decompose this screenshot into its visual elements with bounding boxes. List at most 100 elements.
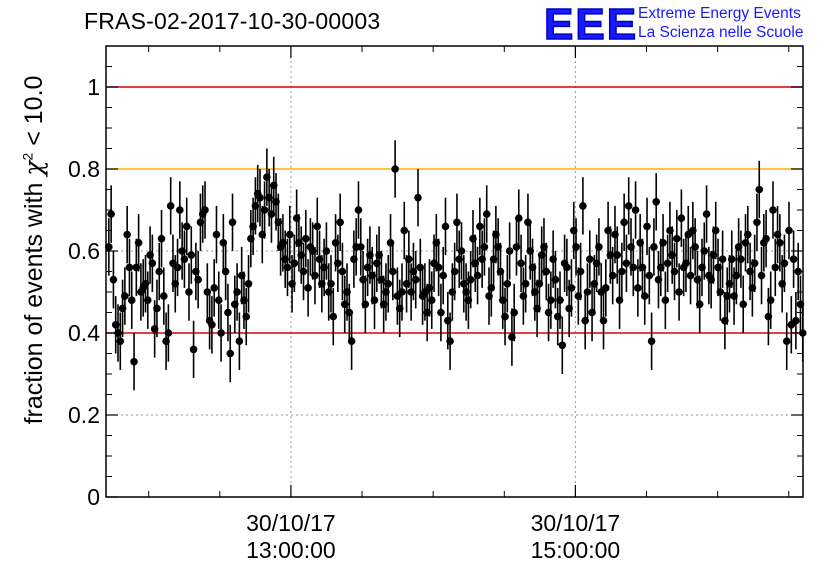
data-point: [640, 267, 649, 325]
point-marker: [739, 300, 748, 309]
data-point: [457, 222, 466, 280]
point-marker: [327, 280, 335, 288]
point-marker: [542, 267, 551, 276]
point-marker: [466, 275, 475, 284]
data-point: [313, 197, 322, 256]
y-tick-label: 0.2: [68, 402, 100, 428]
data-point: [329, 287, 338, 346]
data-point: [354, 181, 363, 239]
point-marker: [785, 226, 793, 235]
data-point: [450, 242, 459, 301]
point-marker: [599, 316, 608, 325]
data-point: [659, 214, 667, 272]
point-marker: [743, 230, 752, 239]
data-point: [787, 296, 796, 354]
data-point: [127, 271, 136, 329]
data-point: [503, 255, 512, 313]
data-point: [143, 271, 152, 329]
data-point: [542, 242, 551, 301]
point-marker: [583, 288, 592, 296]
data-point: [182, 197, 191, 256]
point-marker: [189, 345, 198, 354]
data-point: [157, 210, 166, 268]
data-point: [283, 238, 292, 297]
data-point: [405, 230, 413, 288]
point-marker: [640, 292, 649, 300]
point-marker: [503, 280, 512, 288]
data-point: [551, 251, 560, 309]
data-point: [208, 296, 216, 354]
point-marker: [105, 243, 113, 251]
data-point: [743, 205, 752, 264]
data-point: [563, 238, 571, 297]
point-marker: [661, 296, 670, 305]
point-marker: [389, 267, 397, 276]
point-marker: [792, 316, 800, 325]
data-point: [235, 312, 244, 370]
data-point: [336, 193, 344, 251]
y-tick-label: 1: [87, 74, 100, 100]
point-marker: [322, 247, 331, 255]
data-point: [134, 214, 143, 272]
data-point: [356, 218, 365, 276]
data-point: [663, 234, 672, 292]
y-tick-label: 0.6: [68, 238, 100, 264]
point-marker: [695, 300, 704, 309]
point-marker: [702, 210, 711, 218]
data-point: [702, 185, 711, 243]
point-marker: [148, 259, 157, 268]
point-marker: [356, 243, 365, 251]
data-point: [789, 230, 798, 288]
point-marker: [563, 263, 571, 272]
data-point: [173, 238, 182, 297]
point-marker: [182, 222, 191, 231]
point-marker: [244, 280, 253, 288]
point-marker: [164, 329, 173, 337]
data-point: [453, 193, 461, 251]
point-marker: [336, 218, 344, 227]
data-point: [221, 242, 230, 301]
point-marker: [283, 263, 292, 272]
data-point: [121, 267, 129, 325]
data-point: [792, 292, 800, 350]
data-points: [105, 140, 807, 391]
axis-ticks: [106, 45, 803, 498]
point-marker: [753, 218, 761, 227]
point-marker: [354, 206, 363, 214]
point-marker: [290, 259, 299, 268]
point-marker: [652, 198, 660, 206]
data-point: [125, 238, 134, 297]
data-point: [622, 234, 631, 292]
y-label-prefix: fraction of events with: [20, 175, 48, 425]
point-marker: [691, 243, 699, 251]
point-marker: [153, 304, 161, 313]
point-marker: [613, 251, 622, 259]
point-marker: [514, 214, 523, 222]
data-point: [260, 181, 269, 239]
point-marker: [762, 234, 770, 243]
data-point: [647, 312, 656, 370]
point-marker: [224, 308, 232, 317]
data-point: [480, 218, 489, 276]
data-point: [739, 275, 748, 333]
data-point: [585, 230, 594, 288]
data-point: [212, 205, 221, 264]
data-point: [476, 197, 484, 256]
point-marker: [391, 165, 399, 173]
data-point: [771, 238, 780, 297]
point-marker: [143, 296, 152, 305]
point-marker: [221, 267, 230, 276]
point-marker: [116, 337, 125, 346]
point-marker: [782, 337, 791, 346]
data-point: [473, 246, 482, 305]
data-point: [338, 242, 347, 301]
point-marker: [659, 239, 667, 247]
point-marker: [585, 255, 594, 263]
point-marker: [304, 284, 312, 292]
point-marker: [166, 202, 175, 210]
point-marker: [194, 275, 202, 284]
point-marker: [334, 259, 342, 268]
point-marker: [260, 206, 269, 214]
